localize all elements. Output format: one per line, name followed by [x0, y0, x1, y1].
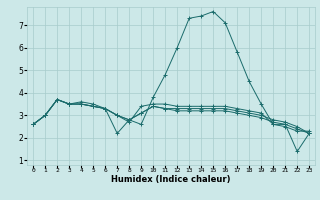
X-axis label: Humidex (Indice chaleur): Humidex (Indice chaleur) [111, 175, 231, 184]
